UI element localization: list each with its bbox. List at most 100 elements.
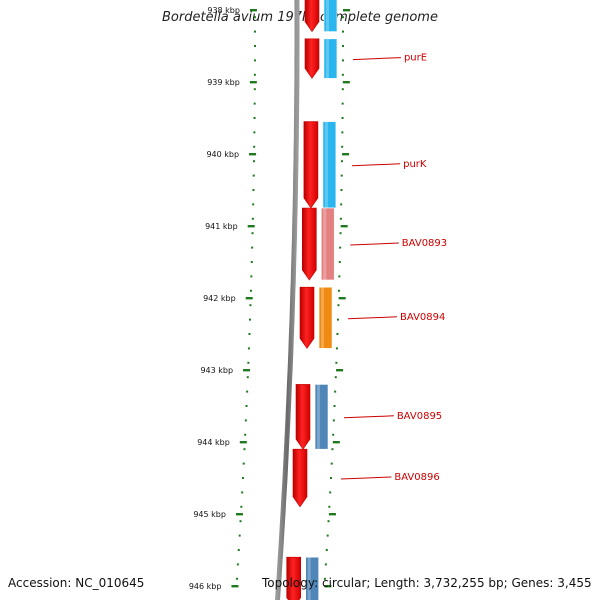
major-tick-left xyxy=(239,441,247,444)
minor-tick-left xyxy=(237,549,240,551)
minor-tick-left xyxy=(244,433,247,436)
minor-tick-left xyxy=(242,462,245,465)
minor-tick-right xyxy=(333,405,336,407)
minor-tick-left xyxy=(253,131,256,134)
minor-tick-right xyxy=(329,491,332,494)
major-tick-right xyxy=(340,225,348,228)
major-tick-left xyxy=(249,153,257,156)
major-tick-left xyxy=(235,513,243,516)
minor-tick-left xyxy=(247,347,250,350)
gene-label: purK xyxy=(403,159,427,170)
minor-tick-left xyxy=(253,117,256,119)
minor-tick-right xyxy=(341,16,344,19)
major-tick-right xyxy=(336,369,344,372)
minor-tick-left xyxy=(246,390,249,393)
minor-tick-right xyxy=(338,275,341,278)
tick-label: 946 kbp xyxy=(189,582,222,591)
minor-tick-left xyxy=(253,73,256,76)
genome-backbone xyxy=(275,0,300,600)
minor-tick-left xyxy=(241,491,244,494)
minor-tick-left xyxy=(252,174,255,177)
minor-tick-right xyxy=(340,174,343,177)
major-tick-right xyxy=(342,153,350,156)
tick-label: 942 kbp xyxy=(203,294,236,303)
minor-tick-left xyxy=(253,88,256,91)
cds-highlight xyxy=(321,287,325,349)
cds-highlight xyxy=(325,38,329,79)
minor-tick-left xyxy=(250,275,253,278)
cds-highlight xyxy=(323,208,327,280)
minor-tick-left xyxy=(253,16,256,19)
topology-text: Topology: circular; Length: 3,732,255 bp… xyxy=(262,576,592,590)
minor-tick-right xyxy=(341,117,344,119)
accession-text: Accession: NC_010645 xyxy=(8,576,145,590)
gene-arrow xyxy=(304,0,320,33)
tick-label: 939 kbp xyxy=(207,78,240,87)
minor-tick-right xyxy=(341,73,344,76)
minor-tick-left xyxy=(251,232,254,235)
major-tick-right xyxy=(338,297,346,300)
minor-tick-right xyxy=(327,520,330,523)
major-tick-right xyxy=(342,81,350,84)
minor-tick-left xyxy=(252,203,255,206)
minor-tick-right xyxy=(326,534,329,537)
minor-tick-left xyxy=(247,361,250,364)
gene-arrow xyxy=(299,286,315,349)
minor-tick-left xyxy=(253,45,256,47)
gene-arrow xyxy=(304,38,320,79)
major-tick-left xyxy=(231,585,239,588)
minor-tick-right xyxy=(331,448,334,451)
minor-tick-right xyxy=(338,261,341,263)
minor-tick-right xyxy=(341,30,344,33)
major-tick-left xyxy=(243,369,251,372)
minor-tick-right xyxy=(334,390,337,393)
major-tick-left xyxy=(249,9,257,12)
minor-tick-left xyxy=(249,289,252,292)
label-leader-line xyxy=(344,415,394,419)
minor-tick-right xyxy=(341,102,344,105)
minor-tick-left xyxy=(243,448,246,451)
minor-tick-left xyxy=(236,563,239,566)
gene-label: BAV0894 xyxy=(400,312,445,323)
tick-label: 940 kbp xyxy=(206,150,239,159)
major-tick-left xyxy=(249,81,257,84)
minor-tick-left xyxy=(235,577,238,580)
minor-tick-left xyxy=(250,261,253,263)
cds-highlight xyxy=(307,557,311,600)
label-leader-line xyxy=(352,57,401,61)
gene-label: purE xyxy=(404,53,427,64)
minor-tick-right xyxy=(341,145,344,148)
minor-tick-right xyxy=(335,347,338,350)
minor-tick-right xyxy=(323,577,326,580)
minor-tick-left xyxy=(240,505,243,508)
gene-arrow xyxy=(292,448,308,508)
gene-label: BAV0896 xyxy=(394,472,439,483)
cds-block xyxy=(322,121,337,209)
gene-label: BAV0895 xyxy=(397,411,442,422)
minor-tick-left xyxy=(253,145,256,148)
minor-tick-left xyxy=(253,102,256,105)
minor-tick-right xyxy=(341,88,344,91)
minor-tick-right xyxy=(340,160,343,163)
minor-tick-right xyxy=(336,318,339,321)
minor-tick-left xyxy=(251,217,254,220)
minor-tick-right xyxy=(336,333,339,335)
cds-highlight xyxy=(317,384,321,450)
label-leader-line xyxy=(350,242,399,246)
tick-label: 938 kbp xyxy=(207,6,240,15)
map-title: Bordetella avium 197N, complete genome xyxy=(162,10,438,25)
gene-arrow xyxy=(303,121,319,209)
minor-tick-right xyxy=(328,505,331,508)
cds-block xyxy=(314,384,329,450)
minor-tick-left xyxy=(248,333,251,335)
minor-tick-left xyxy=(238,534,241,537)
cds-block xyxy=(323,0,338,32)
minor-tick-left xyxy=(253,59,256,62)
gene-arrow xyxy=(295,384,311,450)
tick-label: 945 kbp xyxy=(193,510,226,519)
minor-tick-left xyxy=(239,520,242,523)
cds-highlight xyxy=(324,121,328,208)
minor-tick-right xyxy=(329,477,332,479)
label-leader-line xyxy=(340,476,392,480)
